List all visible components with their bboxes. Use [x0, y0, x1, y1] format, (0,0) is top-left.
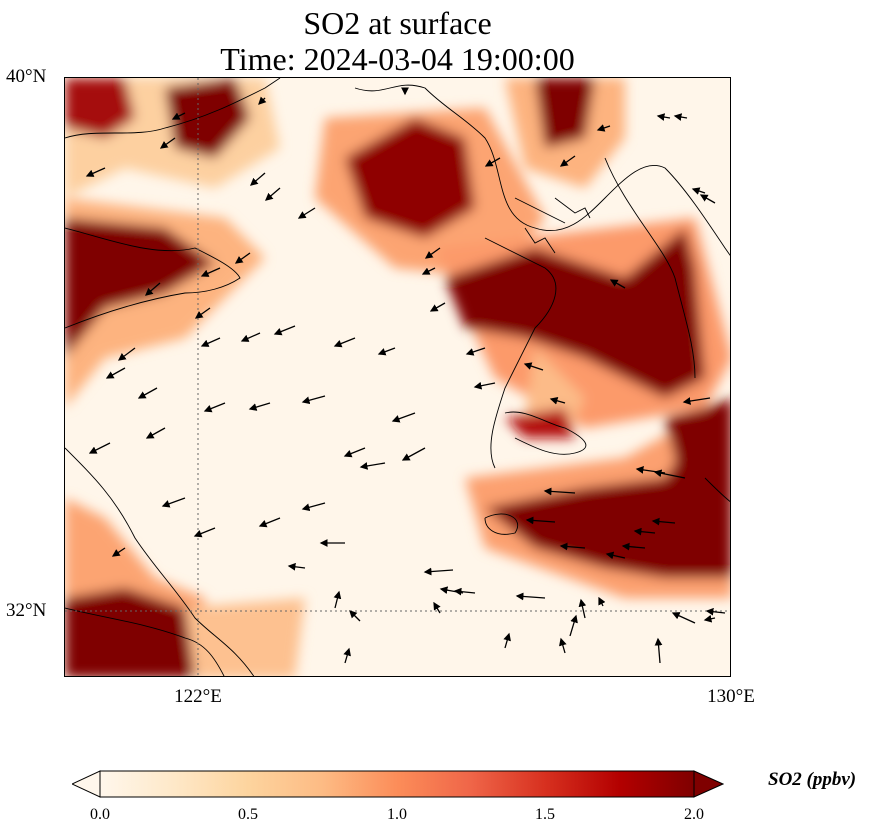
lat-tick-label-40n: 40°N [6, 66, 47, 87]
map-title: SO2 at surface [303, 5, 492, 41]
wind-arrow [691, 187, 706, 195]
wind-arrow [349, 610, 361, 622]
wind-arrow [111, 547, 126, 557]
lon-tick-label-122e: 122°E [174, 686, 222, 707]
wind-arrow [439, 586, 464, 594]
wind-arrow [193, 527, 216, 538]
wind-arrow [673, 113, 688, 121]
wind-arrow [682, 397, 711, 405]
wind-arrow [117, 347, 136, 361]
lon-tick-label-130e: 130°E [707, 686, 755, 707]
wind-arrow [137, 387, 158, 399]
colorbar-tick-2: 1.0 [387, 806, 407, 823]
wind-arrow [596, 124, 611, 132]
map-gridlines [65, 78, 730, 676]
wind-arrow [250, 172, 266, 186]
wind-arrow [653, 469, 686, 479]
colorbar-tick-3: 1.5 [535, 806, 555, 823]
wind-arrow [200, 337, 221, 347]
wind-arrow [705, 607, 726, 616]
wind-arrow [465, 347, 486, 356]
wind-arrow [105, 367, 126, 379]
wind-arrow [699, 194, 716, 204]
wind-vectors [85, 87, 726, 664]
wind-arrow [401, 447, 426, 461]
wind-arrow [273, 325, 296, 336]
so2-concentration-field [65, 78, 730, 676]
wind-arrow [569, 614, 578, 637]
colorbar [72, 770, 724, 798]
wind-arrow [429, 302, 446, 312]
wind-arrow [484, 157, 501, 167]
wind-arrow [194, 307, 211, 319]
wind-arrow [333, 590, 342, 609]
wind-arrow [559, 155, 576, 167]
wind-arrow [297, 207, 316, 219]
wind-arrow [159, 137, 176, 149]
wind-arrow [265, 187, 281, 201]
wind-arrow [503, 632, 511, 649]
colorbar-tick-4: 2.0 [684, 806, 704, 823]
colorbar-max-extension [693, 770, 724, 798]
wind-arrow [651, 517, 676, 526]
wind-arrow [343, 647, 351, 664]
wind-arrow [85, 167, 106, 177]
wind-arrow [240, 332, 261, 342]
wind-arrow [605, 551, 626, 560]
wind-arrow [609, 279, 626, 289]
colorbar-label: SO2 (ppbv) [768, 769, 857, 790]
wind-arrow [287, 562, 306, 571]
colorbar-gradient [99, 770, 695, 798]
wind-arrow [377, 347, 396, 356]
wind-arrow [559, 542, 586, 551]
wind-arrow [203, 402, 226, 413]
wind-arrow [301, 395, 326, 405]
wind-arrow [145, 427, 166, 439]
wind-arrow [333, 337, 356, 348]
so2-heatmap [65, 78, 730, 676]
coastline-lines [65, 78, 730, 676]
wind-arrow [515, 592, 546, 601]
wind-arrow [359, 462, 386, 470]
wind-arrow [145, 282, 161, 296]
colorbar-tick-1: 0.5 [238, 806, 258, 823]
wind-arrow [633, 527, 656, 536]
wind-arrow [391, 412, 416, 423]
wind-arrow [343, 447, 366, 458]
colorbar-min-extension [72, 770, 101, 798]
wind-arrow [258, 96, 267, 105]
wind-arrow [578, 598, 587, 619]
lat-tick-label-32n: 32°N [6, 600, 47, 621]
wind-arrow [433, 601, 441, 614]
wind-arrow [654, 637, 663, 664]
wind-arrow [200, 267, 221, 277]
wind-arrow [453, 587, 476, 596]
wind-arrow [549, 397, 566, 405]
wind-arrow [248, 402, 271, 411]
so2-map-panel [64, 77, 731, 677]
wind-arrow [88, 442, 111, 454]
wind-arrow [161, 497, 186, 508]
wind-arrow [523, 362, 544, 371]
wind-arrow [421, 267, 436, 275]
wind-arrow [258, 517, 281, 528]
wind-arrow [598, 596, 606, 607]
wind-arrow [671, 612, 696, 624]
map-time-subtitle: Time: 2024-03-04 19:00:00 [220, 41, 575, 77]
colorbar-tick-0: 0.0 [90, 806, 110, 823]
wind-arrow [424, 247, 441, 259]
wind-arrow [301, 502, 326, 512]
wind-arrow [559, 637, 567, 654]
wind-arrow [703, 614, 716, 623]
wind-arrow [543, 487, 576, 496]
wind-arrow [525, 516, 556, 525]
wind-arrow [171, 112, 186, 120]
wind-arrow [656, 113, 671, 121]
wind-arrow [621, 542, 646, 551]
wind-arrow [473, 381, 496, 390]
wind-arrow [234, 252, 251, 264]
wind-arrow [423, 567, 454, 576]
